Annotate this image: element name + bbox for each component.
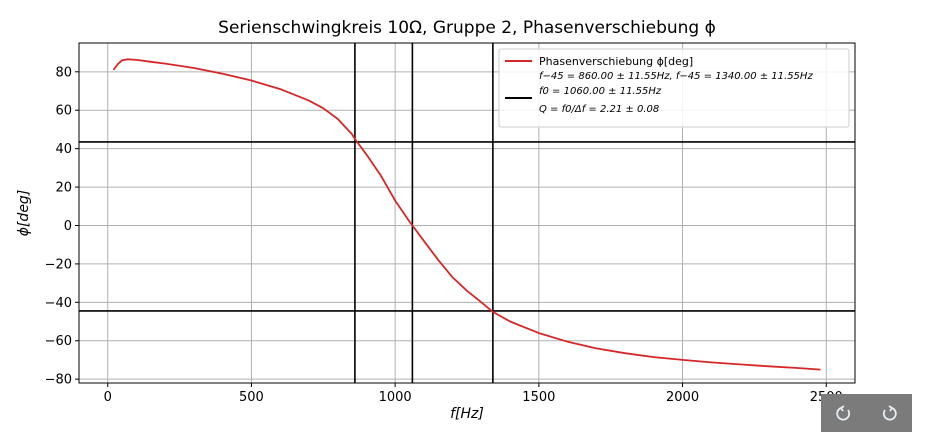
y-tick-label: 20: [55, 181, 72, 196]
chart-title: Serienschwingkreis 10Ω, Gruppe 2, Phasen…: [218, 18, 716, 38]
vertical-marker-lines: [354, 43, 494, 383]
undo-button[interactable]: [829, 398, 859, 428]
y-tick-label: −80: [45, 373, 72, 388]
series-group: [112, 58, 821, 371]
horizontal-marker-lines: [79, 141, 855, 312]
x-axis-label: f[Hz]: [450, 406, 484, 422]
legend-box: [498, 48, 850, 128]
x-ticks: 05001000150020002500: [104, 383, 843, 405]
undo-icon: [836, 405, 850, 421]
y-tick-label: −60: [45, 334, 72, 349]
legend-series-label: Phasenverschiebung ϕ[deg]: [539, 55, 693, 68]
y-tick-label: −40: [45, 296, 72, 311]
plot-frame: [78, 42, 856, 384]
x-tick-label: 2000: [666, 390, 699, 405]
y-tick-label: 40: [55, 142, 72, 157]
y-tick-label: 80: [55, 65, 72, 80]
y-axis-label: ϕ[deg]: [16, 190, 32, 237]
y-tick-label: 60: [55, 104, 72, 119]
x-tick-label: 0: [104, 390, 112, 405]
y-tick-label: −20: [45, 257, 72, 272]
x-tick-label: 500: [239, 390, 264, 405]
legend-f45-values: f−45 = 860.00 ± 11.55Hz, f−45 = 1340.00 …: [539, 71, 813, 82]
legend-f0-value: f0 = 1060.00 ± 11.55Hz: [539, 86, 662, 97]
x-tick-label: 1000: [379, 390, 412, 405]
redo-button[interactable]: [874, 398, 904, 428]
legend-q-value: Q = f0/Δf = 2.21 ± 0.08: [539, 104, 659, 115]
toolbar: [821, 394, 912, 432]
y-ticks: −80 −60 −40 −20 0 20 40 60 80: [45, 65, 79, 388]
redo-icon: [883, 405, 897, 421]
legend: Phasenverschiebung ϕ[deg] f−45 = 860.00 …: [498, 48, 850, 128]
series-line: [112, 58, 821, 371]
x-tick-label: 1500: [522, 390, 555, 405]
y-tick-label: 0: [64, 219, 72, 234]
